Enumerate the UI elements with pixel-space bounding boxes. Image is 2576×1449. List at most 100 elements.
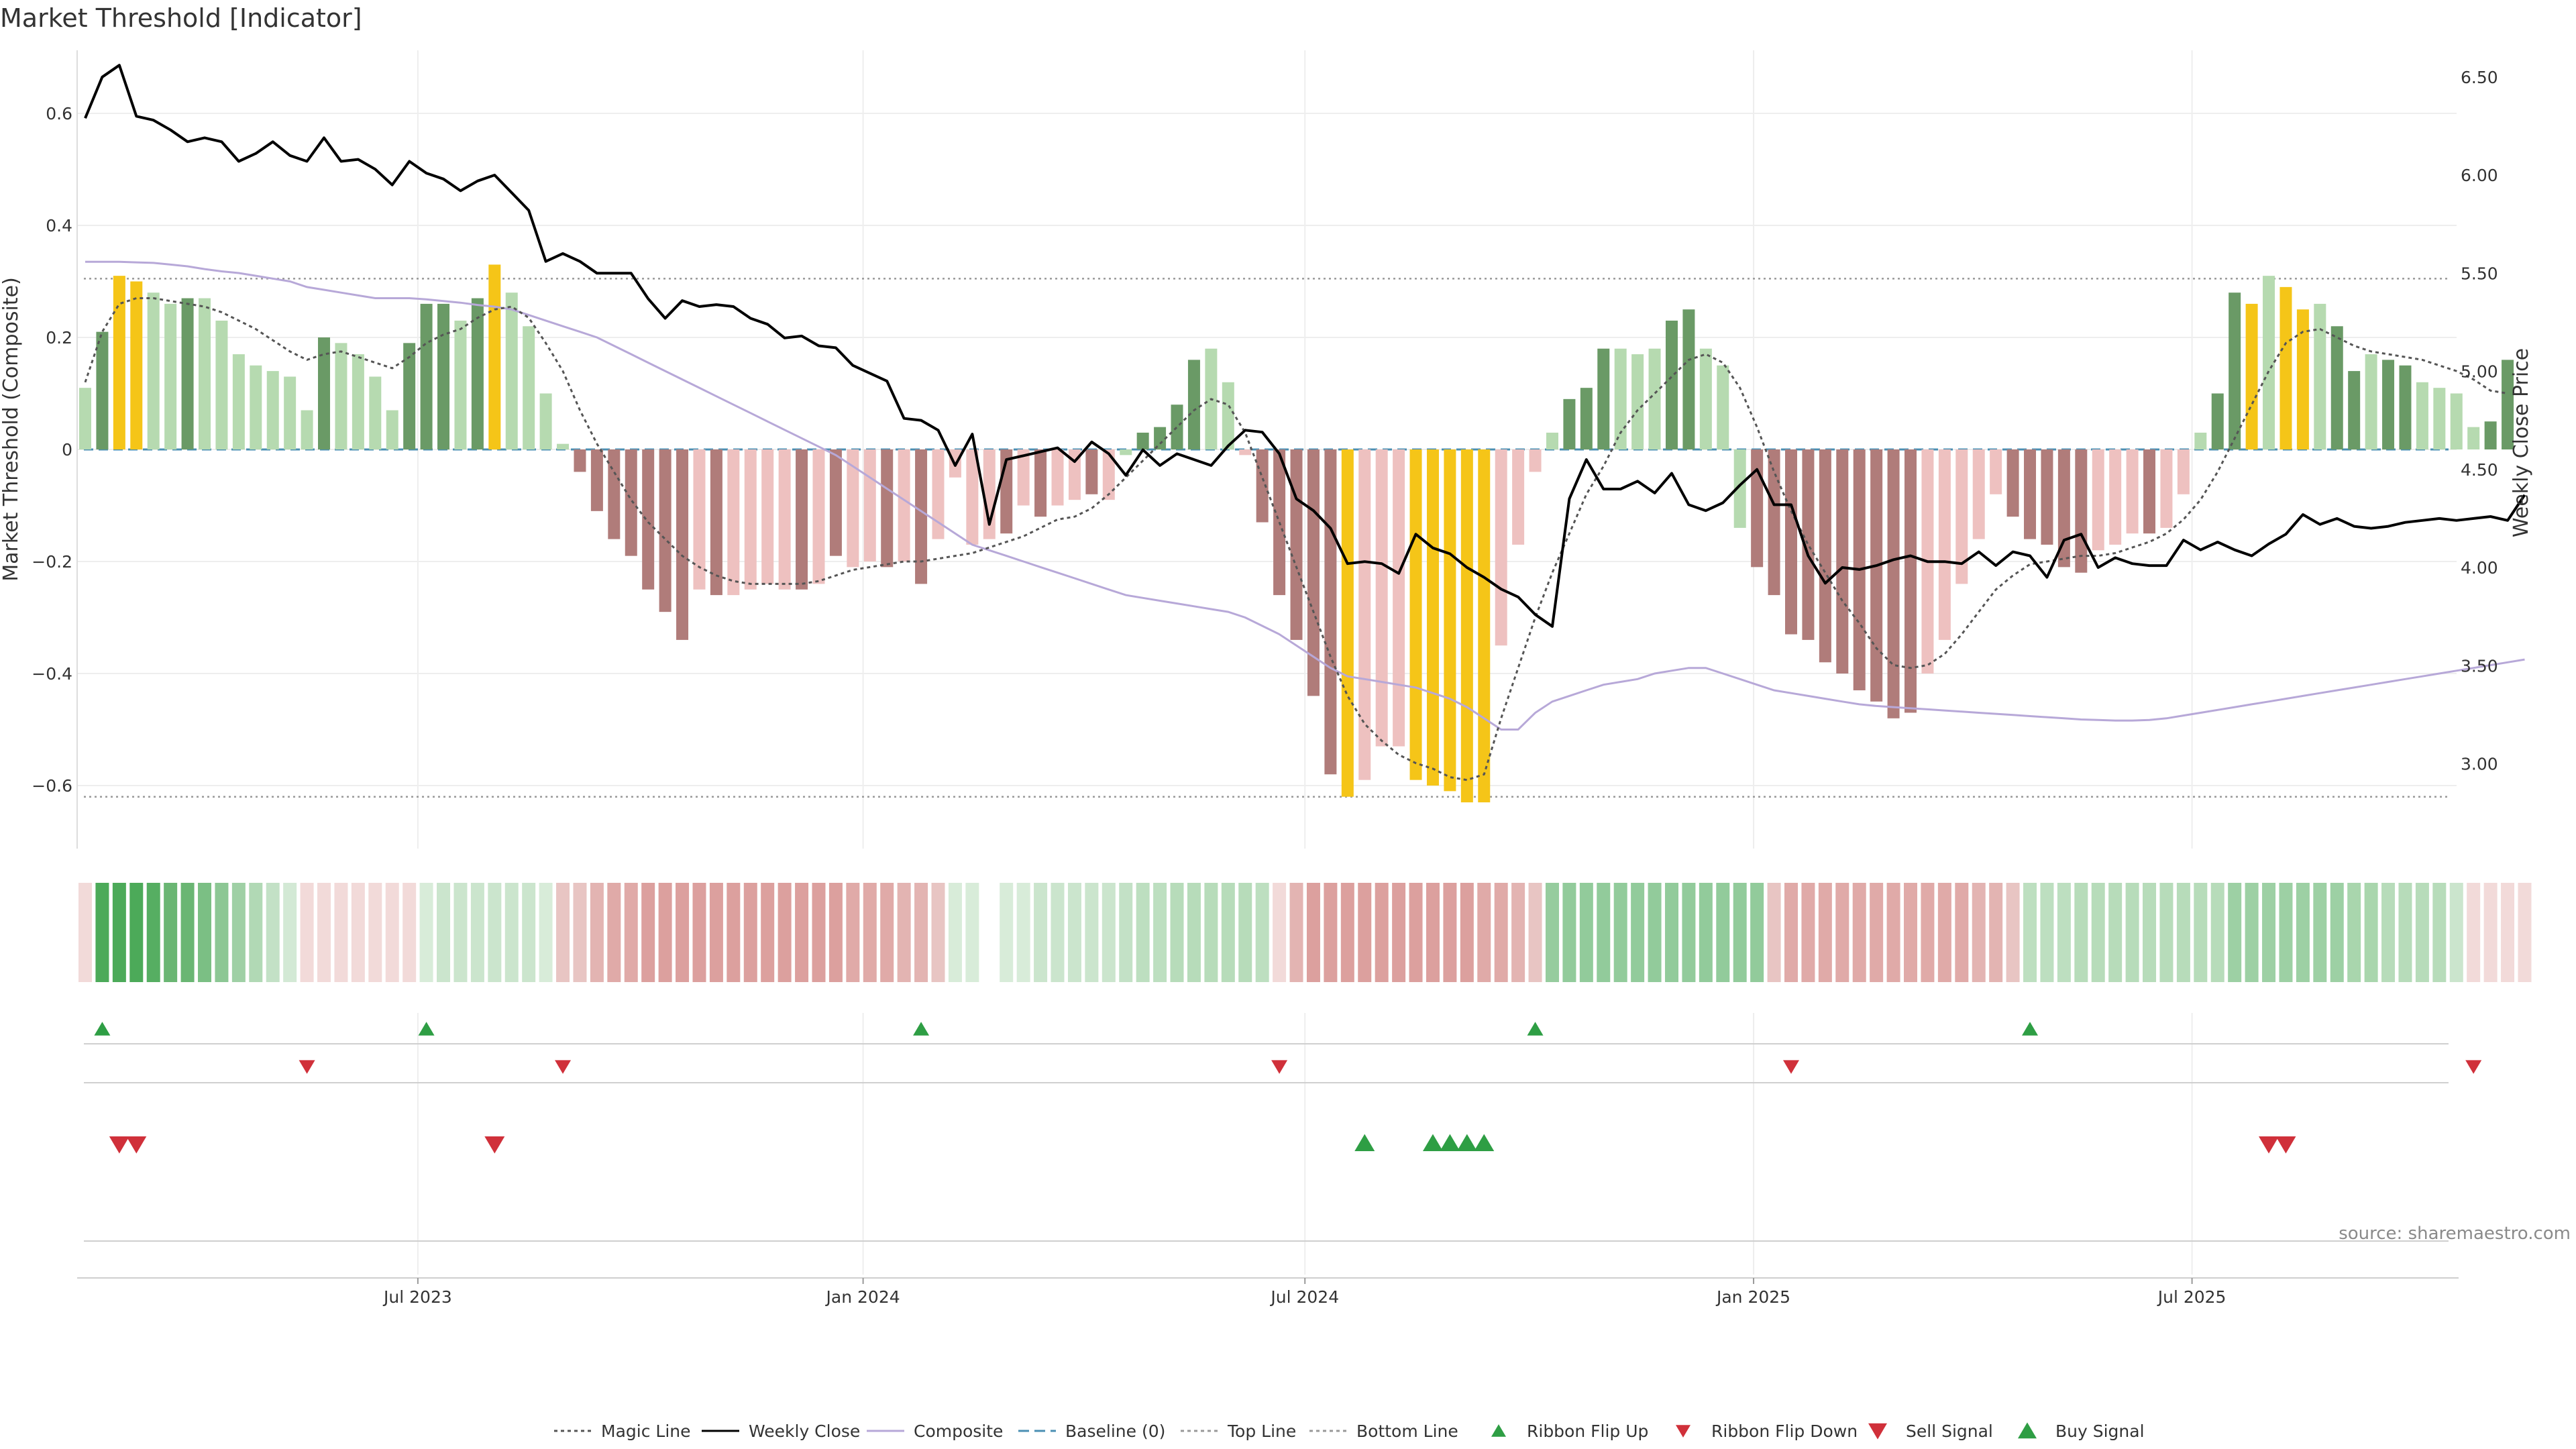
composite-bar: [2194, 432, 2207, 449]
y-tick-label: −0.2: [32, 552, 72, 572]
ribbon-cell: [1358, 883, 1372, 982]
ribbon-cell: [2143, 883, 2157, 982]
legend-item: Weekly Close: [702, 1421, 860, 1441]
ribbon-cell: [2194, 883, 2208, 982]
ribbon-cell: [2040, 883, 2054, 982]
ribbon-cell: [1801, 883, 1815, 982]
composite-bar: [847, 449, 859, 568]
ribbon-cell: [2398, 883, 2412, 982]
composite-bar: [2211, 393, 2224, 449]
composite-bar: [608, 449, 621, 539]
ribbon-cell: [1051, 883, 1065, 982]
composite-bar: [710, 449, 722, 596]
composite-bar: [1444, 449, 1456, 792]
ribbon-cell: [112, 883, 126, 982]
ribbon-cell: [1187, 883, 1201, 982]
ribbon-cell: [78, 883, 92, 982]
composite-bar: [1785, 449, 1797, 635]
composite-bar: [1324, 449, 1337, 775]
y-tick-label: −0.6: [32, 776, 72, 796]
ribbon-cell: [1221, 883, 1235, 982]
composite-bar: [523, 326, 535, 449]
ribbon-cell: [1750, 883, 1764, 982]
composite-bar: [863, 449, 876, 561]
composite-bar: [574, 449, 586, 472]
ribbon-cell: [982, 883, 996, 982]
composite-bar: [2263, 276, 2275, 449]
ribbon-cell: [1034, 883, 1048, 982]
sell-signal-marker: [2259, 1136, 2279, 1154]
composite-bar: [1495, 449, 1507, 646]
composite-bar: [2484, 421, 2497, 449]
ribbon-cell: [539, 883, 553, 982]
ribbon-cell: [573, 883, 587, 982]
ribbon-cell: [1955, 883, 1969, 982]
legend-label: Ribbon Flip Down: [1711, 1421, 1858, 1441]
ribbon-cell: [1392, 883, 1406, 982]
ribbon-cell: [1613, 883, 1627, 982]
ribbon-cell: [2313, 883, 2327, 982]
composite-bar: [1870, 449, 1883, 702]
composite-bar: [2143, 449, 2156, 534]
composite-bar: [1529, 449, 1542, 472]
ribbon-cell: [1085, 883, 1099, 982]
composite-bar: [590, 449, 603, 511]
composite-bar: [386, 410, 398, 449]
ribbon-cell: [1238, 883, 1252, 982]
composite-bar: [1375, 449, 1388, 747]
composite-bar: [2330, 326, 2343, 449]
legend-item: Magic Line: [554, 1421, 691, 1441]
composite-bar: [1068, 449, 1081, 500]
ribbon-cell: [180, 883, 195, 982]
y2-tick-label: 3.00: [2461, 755, 2498, 774]
composite-bar: [2348, 371, 2361, 449]
ribbon-cell: [777, 883, 792, 982]
composite-bar: [130, 281, 143, 449]
ribbon-cell: [1784, 883, 1798, 982]
legend-label: Top Line: [1227, 1421, 1296, 1441]
ribbon-cell: [2057, 883, 2071, 982]
composite-bar: [1051, 449, 1064, 506]
composite-bar: [1887, 449, 1900, 718]
ribbon-cell: [1204, 883, 1218, 982]
buy-signal-marker: [1354, 1134, 1375, 1151]
composite-bar: [1836, 449, 1849, 674]
ribbon-cell: [1579, 883, 1593, 982]
composite-bar: [1512, 449, 1525, 545]
composite-bar: [1307, 449, 1320, 696]
ribbon-cell: [488, 883, 502, 982]
composite-bar: [2399, 365, 2412, 449]
composite-bar: [812, 449, 825, 584]
composite-bar: [505, 292, 518, 449]
legend-label: Sell Signal: [1906, 1421, 1993, 1441]
ribbon-cell: [709, 883, 723, 982]
ribbon-cell: [743, 883, 757, 982]
ribbon-cell: [453, 883, 468, 982]
composite-bar: [199, 298, 211, 449]
composite-bar: [2126, 449, 2139, 534]
composite-bar: [1017, 449, 1030, 506]
magic-line: [84, 297, 2508, 782]
composite-bar: [1546, 432, 1558, 449]
composite-bar: [2296, 309, 2309, 449]
ribbon-cell: [1562, 883, 1576, 982]
composite-bar: [437, 303, 450, 449]
ribbon-cell: [931, 883, 945, 982]
y2-tick-label: 5.50: [2461, 264, 2498, 283]
composite-bar: [79, 388, 91, 449]
composite-bar: [2433, 388, 2446, 449]
ribbon-cell: [2006, 883, 2020, 982]
grid: [77, 50, 2457, 1275]
ribbon-cell: [2125, 883, 2139, 982]
source-label: source: sharemaestro.com: [2339, 1224, 2571, 1244]
composite-bar: [881, 449, 894, 568]
composite-bar: [1460, 449, 1473, 803]
composite-bar: [2365, 354, 2377, 449]
composite-bar: [1034, 449, 1047, 517]
composite-bar: [2006, 449, 2019, 517]
y2-tick-label: 4.00: [2461, 558, 2498, 578]
composite-bar: [1768, 449, 1780, 596]
composite-bar: [96, 331, 109, 449]
y2-tick-label: 4.50: [2461, 460, 2498, 480]
ribbon-cell: [437, 883, 451, 982]
